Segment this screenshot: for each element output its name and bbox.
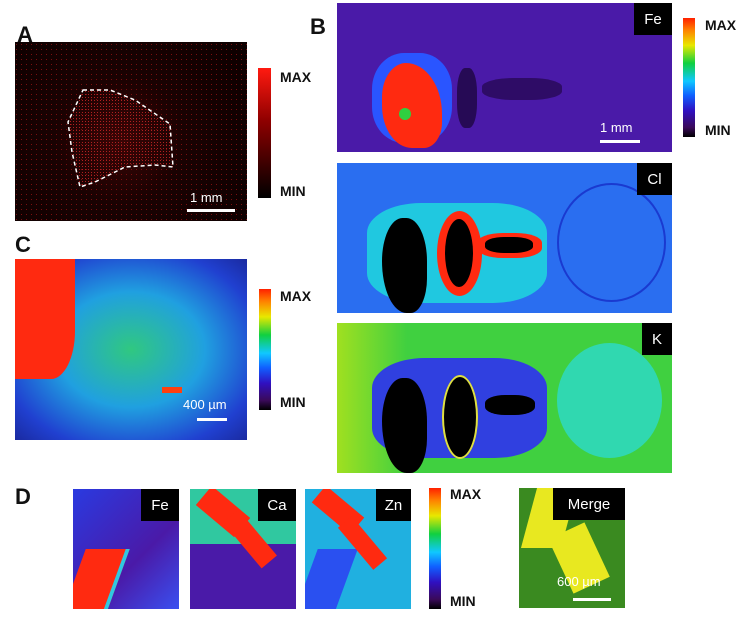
panel-label-a: A xyxy=(17,22,33,47)
element-label-fe: Fe xyxy=(634,3,672,35)
panel-label-b: B xyxy=(310,14,326,39)
element-label-zn: Zn xyxy=(376,489,411,521)
panel-b-k-image: K xyxy=(337,323,672,473)
panel-label-c: C xyxy=(15,232,31,257)
scale-bar-label: 1 mm xyxy=(600,120,633,135)
colorbar-a-max: MAX xyxy=(280,69,312,85)
scale-bar xyxy=(187,209,235,212)
panel-d-fe-image: Fe xyxy=(73,489,179,609)
element-label-cl: Cl xyxy=(637,163,672,195)
panel-label-d: D xyxy=(15,484,31,509)
scale-bar xyxy=(197,418,227,421)
panel-c-image: 400 µm xyxy=(15,259,247,440)
colorbar-c-max: MAX xyxy=(280,288,312,304)
element-label-k: K xyxy=(642,323,672,355)
colorbar-b-max: MAX xyxy=(705,17,737,33)
panel-a-image: 1 mm xyxy=(15,42,247,221)
colorbar-a-min: MIN xyxy=(280,183,306,199)
panel-d-zn-image: Zn xyxy=(305,489,411,609)
panel-d-merge-image: Merge 600 µm xyxy=(519,488,625,608)
colorbar-d xyxy=(429,488,441,609)
panel-b-cl-image: Cl xyxy=(337,163,672,313)
colorbar-b xyxy=(683,18,695,137)
colorbar-a xyxy=(258,68,271,198)
scale-bar-label: 1 mm xyxy=(190,190,223,205)
colorbar-c xyxy=(259,289,271,410)
panel-d-ca-image: Ca xyxy=(190,489,296,609)
colorbar-d-min: MIN xyxy=(450,593,476,609)
colorbar-d-max: MAX xyxy=(450,486,482,502)
colorbar-b-min: MIN xyxy=(705,122,731,138)
colorbar-c-min: MIN xyxy=(280,394,306,410)
scale-bar xyxy=(573,598,611,601)
scale-bar xyxy=(600,140,640,143)
element-label-merge: Merge xyxy=(553,488,625,520)
element-label-ca: Ca xyxy=(258,489,296,521)
scale-bar-label: 400 µm xyxy=(183,397,227,412)
scale-bar-label: 600 µm xyxy=(557,574,601,589)
region-outline xyxy=(15,42,247,221)
panel-b-fe-image: Fe 1 mm xyxy=(337,3,672,152)
element-label-fe: Fe xyxy=(141,489,179,521)
